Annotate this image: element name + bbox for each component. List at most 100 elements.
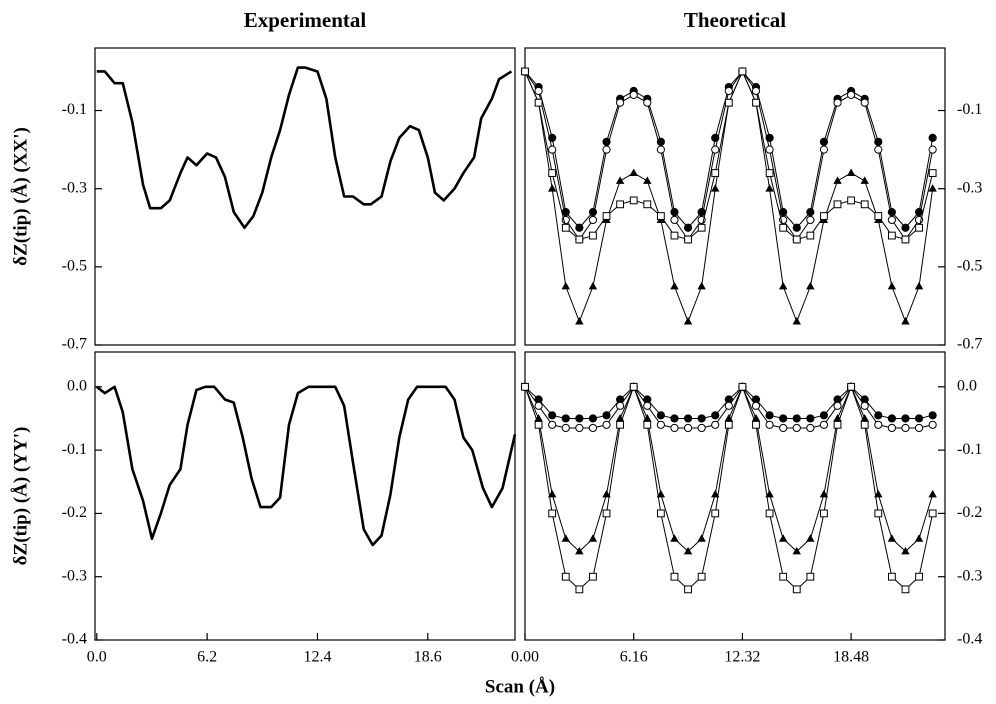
- y-tick-label: -0.5: [957, 258, 982, 275]
- marker: [589, 231, 597, 240]
- marker: [887, 414, 896, 423]
- marker: [860, 200, 869, 209]
- marker: [752, 420, 760, 429]
- y-tick-label: -0.3: [957, 567, 982, 584]
- y-tick-label: -0.1: [62, 101, 87, 118]
- marker: [874, 420, 883, 429]
- panel: 0.0-0.1-0.2-0.3-0.40.0 6.2 12.4 18.6δZ(tip)…: [10, 351, 517, 666]
- marker: [697, 208, 706, 217]
- marker: [765, 509, 774, 518]
- series-line: [524, 70, 934, 323]
- marker: [765, 420, 774, 429]
- marker: [765, 489, 774, 498]
- marker: [819, 145, 829, 154]
- marker: [779, 223, 788, 232]
- marker: [833, 401, 842, 410]
- y-tick-label: -0.3: [957, 179, 982, 196]
- marker: [847, 196, 856, 205]
- marker: [670, 281, 679, 290]
- series-line: [524, 70, 934, 240]
- y-tick-label: -0.7: [957, 336, 982, 353]
- marker: [779, 208, 788, 217]
- marker: [683, 223, 693, 232]
- series-line: [96, 66, 513, 230]
- marker: [697, 223, 706, 232]
- panel-title: Experimental: [244, 8, 367, 32]
- marker: [684, 235, 692, 244]
- marker: [683, 423, 693, 433]
- marker: [670, 534, 679, 542]
- marker: [792, 585, 801, 594]
- plot-frame: [94, 351, 516, 641]
- marker: [806, 215, 815, 225]
- marker: [683, 546, 693, 555]
- marker: [738, 67, 747, 76]
- marker: [914, 208, 924, 217]
- y-tick-label: -0.1: [957, 441, 982, 458]
- marker: [575, 223, 584, 232]
- marker: [561, 534, 570, 542]
- marker: [561, 414, 570, 423]
- marker: [847, 90, 856, 99]
- marker: [901, 235, 910, 244]
- marker: [588, 423, 598, 433]
- y-tick-label: -0.4: [957, 631, 982, 648]
- y-tick-label: -0.1: [62, 441, 87, 458]
- marker: [547, 489, 557, 498]
- marker: [874, 411, 883, 420]
- marker: [752, 98, 760, 107]
- marker: [643, 200, 652, 209]
- marker: [751, 86, 761, 96]
- marker: [547, 184, 557, 192]
- marker: [670, 215, 679, 225]
- marker: [901, 423, 910, 433]
- marker: [643, 98, 652, 107]
- marker: [711, 489, 720, 498]
- marker: [874, 489, 883, 498]
- marker: [629, 90, 638, 99]
- marker: [792, 317, 801, 325]
- marker: [629, 196, 638, 205]
- marker: [738, 382, 747, 391]
- marker: [602, 411, 611, 420]
- marker: [548, 420, 557, 429]
- marker: [847, 382, 856, 391]
- marker: [860, 420, 869, 429]
- marker: [616, 401, 625, 410]
- marker: [656, 420, 665, 429]
- y-tick-label: -0.7: [62, 336, 87, 353]
- marker: [806, 208, 815, 217]
- y-tick-label: -0.2: [62, 504, 87, 521]
- marker: [901, 223, 910, 232]
- marker: [860, 98, 869, 107]
- marker: [711, 509, 720, 518]
- marker: [561, 423, 570, 433]
- x-tick-label: 6.16: [620, 649, 648, 666]
- marker: [724, 86, 733, 96]
- marker: [833, 176, 842, 184]
- marker: [683, 317, 693, 325]
- marker: [643, 176, 652, 184]
- marker: [629, 382, 638, 391]
- marker: [901, 546, 910, 555]
- marker: [765, 184, 774, 192]
- x-tick-label: 0.00: [511, 649, 539, 666]
- marker: [616, 420, 625, 429]
- marker: [874, 509, 883, 518]
- marker: [561, 208, 570, 217]
- marker: [548, 509, 557, 518]
- series-line: [524, 70, 934, 240]
- marker: [561, 572, 570, 581]
- marker: [575, 546, 584, 555]
- marker: [846, 168, 856, 177]
- y-tick-label: -0.1: [957, 101, 982, 118]
- marker: [833, 420, 842, 429]
- marker: [656, 411, 665, 420]
- marker: [887, 534, 897, 542]
- marker: [548, 169, 557, 177]
- marker: [792, 414, 801, 423]
- marker: [806, 414, 815, 423]
- marker: [887, 281, 897, 290]
- marker: [711, 169, 720, 177]
